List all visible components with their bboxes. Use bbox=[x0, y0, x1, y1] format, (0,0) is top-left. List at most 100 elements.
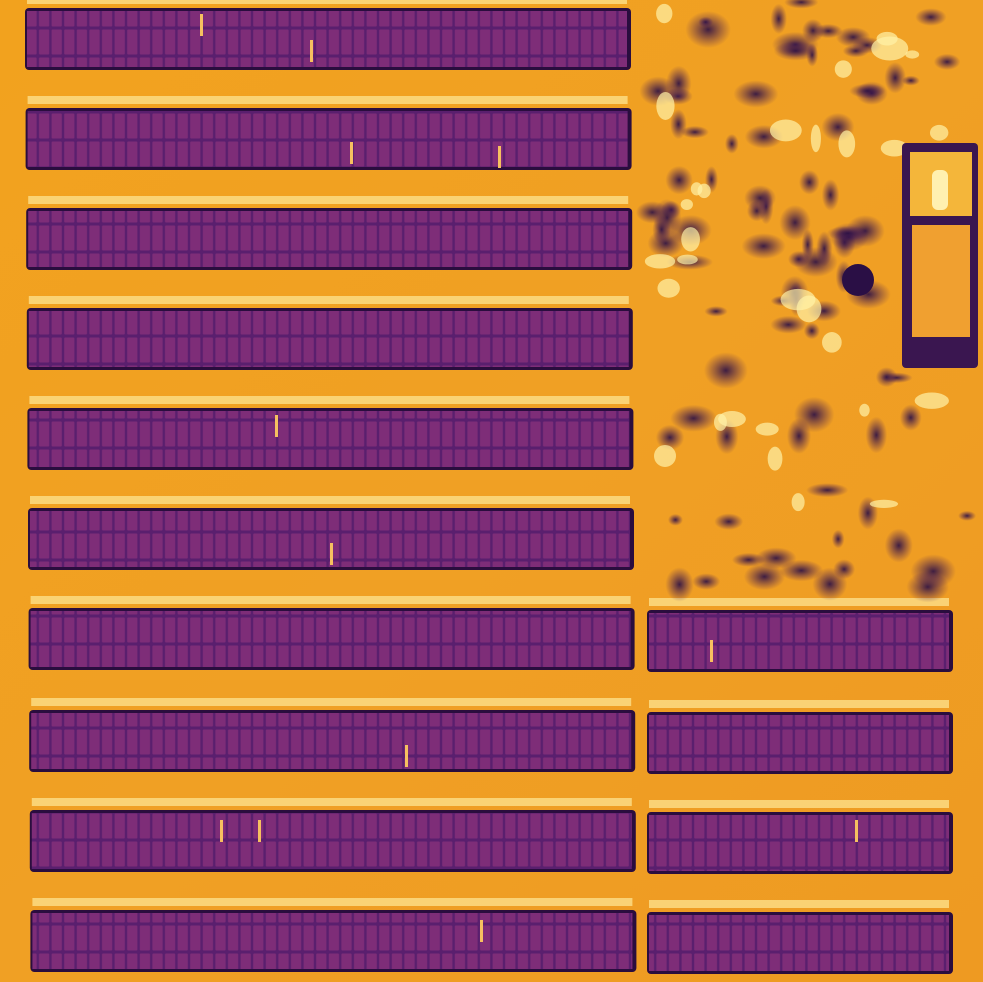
hotspot bbox=[275, 415, 278, 437]
vegetation-patch bbox=[670, 404, 717, 432]
vegetation-patch bbox=[770, 3, 788, 35]
panel-row bbox=[32, 913, 633, 969]
vegetation-patch bbox=[793, 246, 838, 278]
panel-row bbox=[649, 715, 949, 771]
bright-patch bbox=[656, 91, 675, 120]
panel-row bbox=[27, 11, 627, 67]
vegetation-patch bbox=[842, 44, 870, 58]
bright-patch bbox=[834, 60, 852, 78]
bright-patch bbox=[905, 50, 920, 59]
vegetation-patch bbox=[665, 65, 692, 102]
bright-strip bbox=[28, 196, 629, 204]
vegetation-patch bbox=[835, 26, 871, 48]
vegetation-patch bbox=[803, 322, 820, 340]
bright-patch bbox=[914, 392, 949, 409]
bright-patch bbox=[718, 411, 746, 427]
panel-row bbox=[649, 613, 949, 669]
vegetation-patch bbox=[906, 571, 950, 603]
hotspot bbox=[855, 820, 858, 842]
panel-row bbox=[31, 713, 632, 769]
vegetation-patch bbox=[794, 396, 835, 433]
vegetation-patch bbox=[901, 75, 920, 86]
bright-patch bbox=[869, 499, 899, 508]
vegetation-patch bbox=[833, 559, 856, 580]
vegetation-patch bbox=[743, 563, 786, 591]
vegetation-patch bbox=[875, 367, 898, 388]
vegetation-patch bbox=[884, 62, 907, 94]
vegetation-patch bbox=[849, 83, 886, 99]
panel-row bbox=[29, 411, 630, 467]
vegetation-patch bbox=[680, 125, 709, 139]
vegetation-patch bbox=[806, 483, 849, 498]
panel-row bbox=[649, 815, 949, 871]
bright-strip bbox=[649, 800, 949, 808]
bright-patch bbox=[644, 254, 676, 269]
bright-strip bbox=[27, 0, 627, 4]
vegetation-patch bbox=[821, 179, 840, 211]
bright-patch bbox=[871, 36, 909, 61]
vegetation-patch bbox=[784, 0, 819, 9]
vegetation-patch bbox=[665, 567, 694, 602]
bright-patch bbox=[755, 422, 779, 436]
panel-row bbox=[31, 813, 632, 869]
vegetation-patch bbox=[703, 352, 748, 389]
hotspot bbox=[480, 920, 483, 942]
bright-patch bbox=[657, 278, 680, 298]
vegetation-patch bbox=[813, 23, 843, 39]
bright-patch bbox=[767, 446, 783, 471]
bright-strip bbox=[30, 496, 630, 504]
bright-strip bbox=[649, 700, 949, 708]
bright-patch bbox=[780, 288, 816, 311]
vegetation-patch bbox=[670, 109, 687, 140]
panel-row bbox=[28, 211, 629, 267]
bright-strip bbox=[28, 296, 629, 304]
building bbox=[842, 143, 978, 368]
vegetation-patch bbox=[685, 10, 732, 49]
bright-patch bbox=[838, 130, 856, 158]
panel-row bbox=[649, 915, 949, 971]
panel-rows bbox=[25, 0, 953, 974]
vegetation bbox=[635, 0, 977, 603]
bright-patch bbox=[929, 124, 949, 141]
hotspot bbox=[405, 745, 408, 767]
vegetation-patch bbox=[744, 185, 777, 211]
hotspot bbox=[498, 146, 501, 168]
vegetation-patch bbox=[899, 404, 922, 431]
bright-patch bbox=[880, 139, 909, 157]
bright-patch bbox=[656, 3, 673, 24]
bright-strip bbox=[649, 900, 949, 908]
bright-strip bbox=[31, 798, 632, 806]
hotspot bbox=[258, 820, 261, 842]
vegetation-patch bbox=[884, 528, 913, 563]
vegetation-patch bbox=[915, 8, 947, 26]
bright-patch bbox=[654, 444, 677, 467]
hotspot bbox=[220, 820, 223, 842]
vegetation-patch bbox=[831, 529, 845, 549]
vegetation-patch bbox=[667, 513, 683, 526]
hotspot bbox=[330, 543, 333, 565]
hotspot bbox=[310, 40, 313, 62]
bright-strip bbox=[649, 598, 949, 606]
panel-row bbox=[28, 311, 629, 367]
bright-patch bbox=[681, 227, 700, 252]
vegetation-patch bbox=[770, 315, 807, 334]
bright-patch bbox=[680, 199, 693, 210]
vegetation-patch bbox=[958, 510, 977, 521]
bright-strip bbox=[31, 698, 632, 706]
vegetation-patch bbox=[655, 424, 685, 451]
hotspot bbox=[200, 14, 203, 36]
vegetation-patch bbox=[665, 165, 693, 195]
vegetation-patch bbox=[806, 43, 819, 67]
vegetation-patch bbox=[692, 573, 721, 590]
vegetation-patch bbox=[698, 16, 714, 28]
bright-patch bbox=[697, 183, 711, 199]
bright-patch bbox=[810, 124, 821, 153]
bright-patch bbox=[859, 403, 870, 417]
vegetation-patch bbox=[724, 133, 739, 154]
bright-patch bbox=[769, 119, 802, 142]
panel-row bbox=[30, 611, 631, 667]
bright-strip bbox=[30, 596, 631, 604]
hotspot bbox=[710, 640, 713, 662]
